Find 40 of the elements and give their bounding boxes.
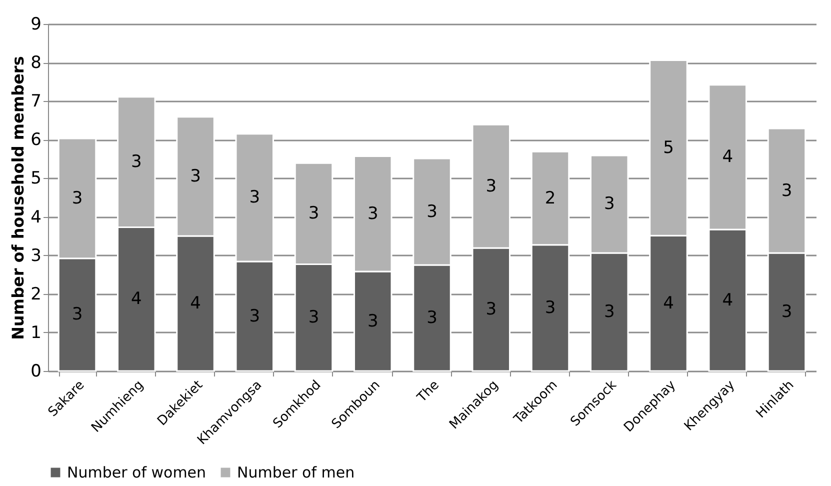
data-label: 3	[426, 308, 438, 328]
data-label: 3	[544, 298, 556, 318]
data-label: 4	[190, 294, 201, 314]
data-label: 3	[781, 180, 792, 201]
data-label: 3	[249, 306, 260, 326]
y-tick-label: 4	[30, 207, 42, 228]
y-tick-label: 7	[30, 92, 42, 112]
data-label: 3	[781, 302, 792, 322]
data-label: 3	[190, 166, 201, 186]
data-label: 3	[72, 188, 83, 208]
legend-label: Number of women	[67, 464, 206, 482]
legend-label: Number of men	[237, 464, 355, 482]
data-label: 3	[367, 204, 378, 224]
data-label: 3	[367, 311, 378, 332]
data-label: 3	[604, 194, 615, 214]
y-axis-title: Number of household members	[8, 56, 28, 340]
data-label: 2	[544, 188, 556, 208]
data-label: 3	[130, 152, 142, 172]
data-label: 3	[426, 202, 438, 222]
x-tick-label: The	[414, 378, 442, 406]
data-label: 4	[722, 147, 734, 168]
y-tick-label: 0	[30, 362, 42, 382]
data-label: 4	[722, 290, 734, 310]
y-tick-label: 9	[30, 14, 42, 34]
data-label: 4	[130, 289, 142, 310]
y-tick-label: 3	[30, 246, 42, 266]
y-tick-label: 2	[30, 284, 42, 304]
data-label: 4	[663, 293, 674, 314]
data-label: 3	[486, 176, 497, 196]
data-label: 5	[663, 138, 674, 158]
data-label: 3	[604, 302, 615, 322]
y-tick-label: 5	[30, 168, 42, 189]
y-tick-label: 8	[30, 53, 42, 74]
data-label: 3	[308, 308, 320, 328]
data-label: 3	[72, 304, 83, 325]
data-label: 3	[486, 300, 497, 320]
data-label: 3	[249, 188, 260, 208]
data-label: 3	[308, 204, 320, 224]
y-tick-label: 1	[30, 322, 42, 343]
y-tick-label: 6	[30, 130, 42, 150]
